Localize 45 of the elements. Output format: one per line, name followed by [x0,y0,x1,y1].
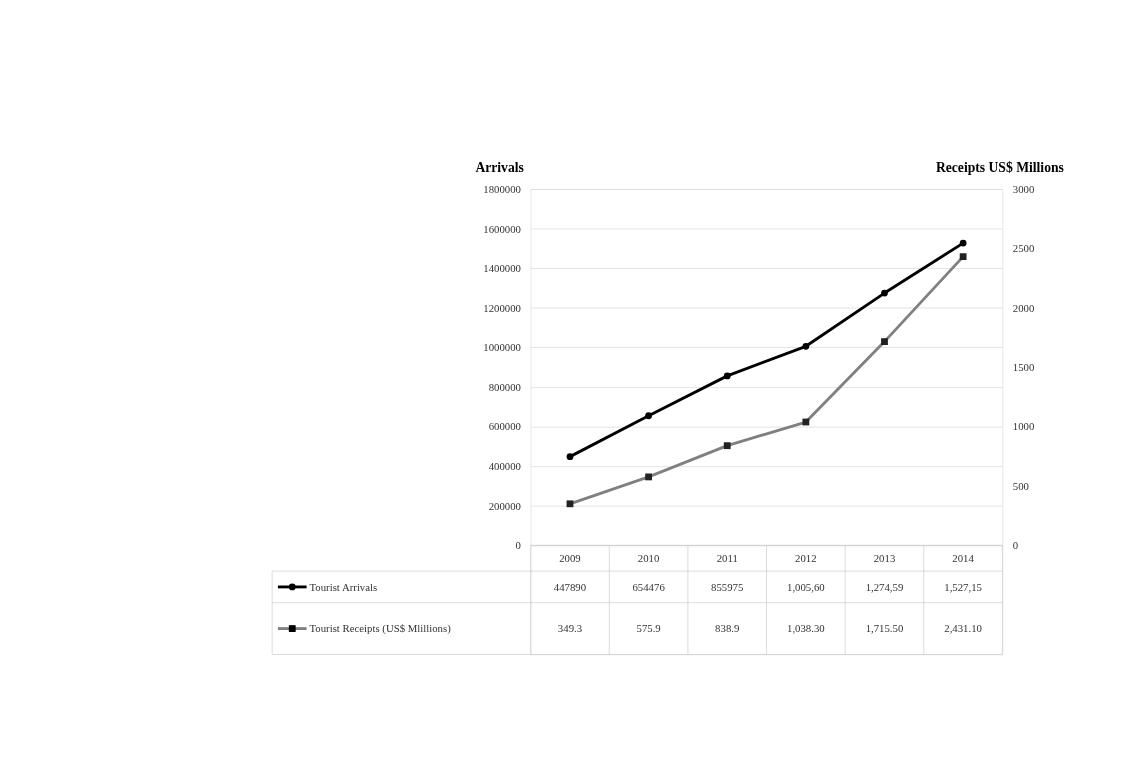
y2-tick-label: 1000 [1012,420,1035,433]
y2-tick-label: 3000 [1012,183,1035,196]
y2-tick-label: 2500 [1012,242,1035,255]
y-tick-label: 1200000 [483,301,521,314]
x-tick-label: 2012 [795,551,817,564]
y-tick-label: 800000 [488,380,521,393]
point [723,372,731,380]
x-tick-label: 2010 [637,551,660,564]
x-tick-label: 2013 [873,551,896,564]
data-label: 1,038.30 [787,622,825,635]
legend-label: Tourist Receipts (US$ Mlillions) [309,622,452,636]
y2-axis-title: Receipts US$ Millions [935,160,1064,176]
point [645,412,653,420]
data-label: 654476 [632,580,666,593]
x-tick-label: 2014 [952,551,975,564]
y-tick-label: 400000 [488,460,521,473]
data-label: 1,274,59 [865,580,904,593]
y-tick-label: 1000000 [483,341,521,354]
data-label: 1,715.50 [865,622,904,635]
y-tick-label: 200000 [488,499,521,512]
data-label: 1,527,15 [944,580,982,593]
point [881,289,888,297]
y-tick-label: 0 [515,539,521,552]
data-label: 349.3 [557,622,583,635]
legend-label: Tourist Arrivals [309,580,378,593]
y-tick-label: 1800000 [483,183,521,196]
data-label: 855975 [711,580,744,593]
y2-tick-label: 1500 [1012,361,1035,374]
y-tick-label: 600000 [488,420,521,433]
data-label: 838.9 [715,622,740,635]
y-axis-title: Arrivals [475,160,524,176]
y-tick-label: 1600000 [483,222,521,235]
data-label: 447890 [553,580,587,593]
data-label: 2,431.10 [944,622,982,635]
point [802,342,810,350]
y2-tick-label: 2000 [1012,301,1035,314]
data-label: 1,005,60 [787,580,825,593]
x-tick-label: 2011 [716,551,738,564]
point [959,239,967,247]
x-tick-label: 2009 [559,551,581,564]
y-tick-label: 1400000 [483,262,521,275]
point [566,453,574,461]
y2-tick-label: 500 [1012,479,1030,492]
data-label: 575.9 [636,622,661,635]
y2-tick-label: 0 [1012,539,1019,552]
